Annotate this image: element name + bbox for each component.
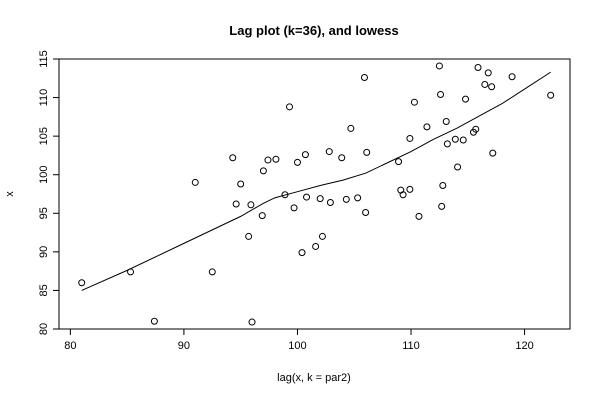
y-tick-label: 95 xyxy=(38,207,50,219)
data-point xyxy=(78,279,86,287)
data-point xyxy=(399,191,407,199)
data-point xyxy=(363,148,371,156)
data-point xyxy=(290,204,298,212)
data-point xyxy=(208,268,216,276)
data-point xyxy=(489,149,497,157)
y-tick-label: 90 xyxy=(38,246,50,258)
y-tick-label: 100 xyxy=(38,166,50,184)
chart-title: Lag plot (k=36), and lowess xyxy=(229,23,398,38)
x-axis-label: lag(x, k = par2) xyxy=(277,372,351,384)
x-tick-label: 90 xyxy=(178,340,190,352)
data-point xyxy=(439,182,447,190)
data-point xyxy=(232,200,240,208)
y-tick-label: 110 xyxy=(38,89,50,107)
data-point xyxy=(318,232,326,240)
data-point xyxy=(360,74,368,82)
data-point xyxy=(286,103,294,111)
data-point xyxy=(443,140,451,148)
data-point xyxy=(191,178,199,186)
data-point xyxy=(423,123,431,131)
data-point xyxy=(245,232,253,240)
data-point xyxy=(354,194,362,202)
data-point xyxy=(459,136,467,144)
data-point xyxy=(472,125,480,133)
data-point xyxy=(484,69,492,77)
data-point xyxy=(347,124,355,132)
data-point xyxy=(462,95,470,103)
data-point xyxy=(508,73,516,81)
data-point xyxy=(438,202,446,210)
scatter-points xyxy=(78,62,555,326)
data-point xyxy=(406,134,414,142)
data-point xyxy=(395,158,403,166)
y-tick-label: 115 xyxy=(38,50,50,68)
data-point xyxy=(474,63,482,71)
data-point xyxy=(451,135,459,143)
data-point xyxy=(342,195,350,203)
data-point xyxy=(481,80,489,88)
data-point xyxy=(298,249,306,257)
data-point xyxy=(303,193,311,201)
data-point xyxy=(293,158,301,166)
data-point xyxy=(312,242,320,250)
data-point xyxy=(435,62,443,70)
data-point xyxy=(410,98,418,106)
data-point xyxy=(150,317,158,325)
x-axis: 80 90 100 110 120 xyxy=(64,329,534,352)
y-tick-label: 85 xyxy=(38,284,50,296)
data-point xyxy=(247,201,255,209)
data-point xyxy=(259,167,267,175)
y-tick-label: 80 xyxy=(38,323,50,335)
y-axis-label: x xyxy=(4,191,16,197)
data-point xyxy=(264,156,272,164)
data-point xyxy=(326,198,334,206)
data-point xyxy=(415,212,423,220)
x-tick-label: 100 xyxy=(288,340,306,352)
y-tick-label: 105 xyxy=(38,127,50,145)
data-point xyxy=(406,185,414,193)
data-point xyxy=(442,117,450,125)
plot-frame xyxy=(58,58,571,330)
x-tick-label: 80 xyxy=(64,340,76,352)
y-axis: 80 85 90 95 100 105 110 115 xyxy=(38,50,59,335)
data-point xyxy=(258,212,266,220)
x-tick-label: 110 xyxy=(402,340,420,352)
data-point xyxy=(488,83,496,91)
data-point xyxy=(272,155,280,163)
x-tick-label: 120 xyxy=(515,340,533,352)
lowess-line xyxy=(81,71,551,291)
data-point xyxy=(454,163,462,171)
data-point xyxy=(437,90,445,98)
data-point xyxy=(229,154,237,162)
data-point xyxy=(547,91,555,99)
data-point xyxy=(237,180,245,188)
data-point xyxy=(362,209,370,217)
data-point xyxy=(325,148,333,156)
data-point xyxy=(338,154,346,162)
data-point xyxy=(301,151,309,159)
data-point xyxy=(316,195,324,203)
data-point xyxy=(248,318,256,326)
